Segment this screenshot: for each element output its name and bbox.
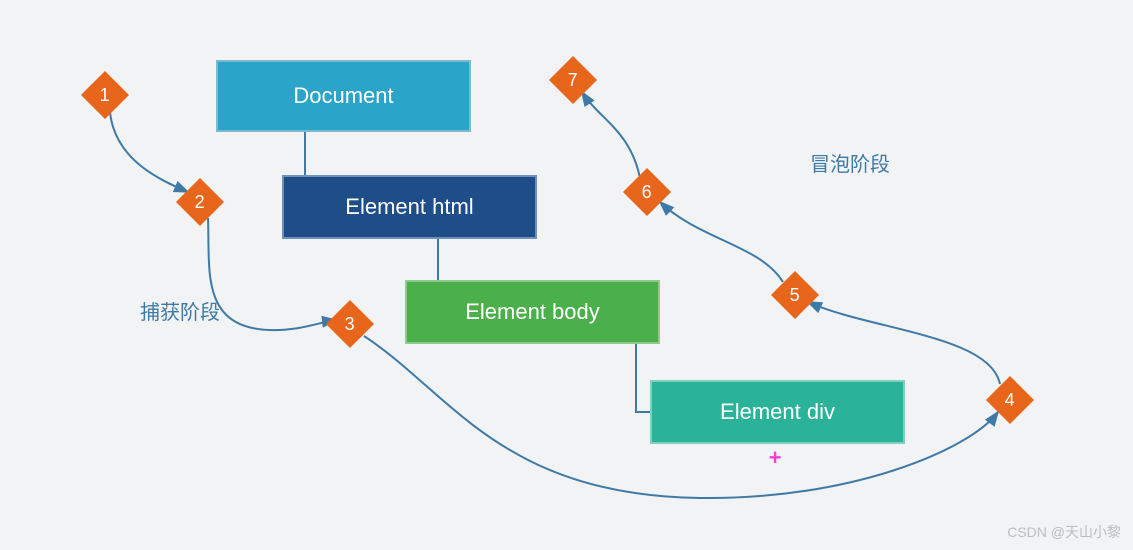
node-doc: Document — [216, 60, 471, 132]
step-marker-4: 4 — [986, 376, 1034, 424]
step-marker-6: 6 — [623, 168, 671, 216]
phase-label: 捕获阶段 — [140, 296, 220, 325]
step-marker-3: 3 — [326, 300, 374, 348]
node-html: Element html — [282, 175, 537, 239]
step-marker-1: 1 — [81, 71, 129, 119]
flow-arrow — [110, 112, 188, 192]
phase-label: 冒泡阶段 — [810, 148, 890, 177]
flow-arrow — [660, 202, 783, 282]
node-body: Element body — [405, 280, 660, 344]
step-marker-2: 2 — [176, 178, 224, 226]
watermark-text: CSDN @天山小黎 — [1007, 522, 1121, 542]
step-marker-7: 7 — [549, 56, 597, 104]
flow-arrow — [582, 92, 640, 178]
cursor-cross-icon: + — [769, 445, 782, 471]
flow-arrow — [808, 302, 1000, 384]
step-marker-5: 5 — [771, 271, 819, 319]
tree-edge — [636, 344, 650, 412]
node-div: Element div — [650, 380, 905, 444]
